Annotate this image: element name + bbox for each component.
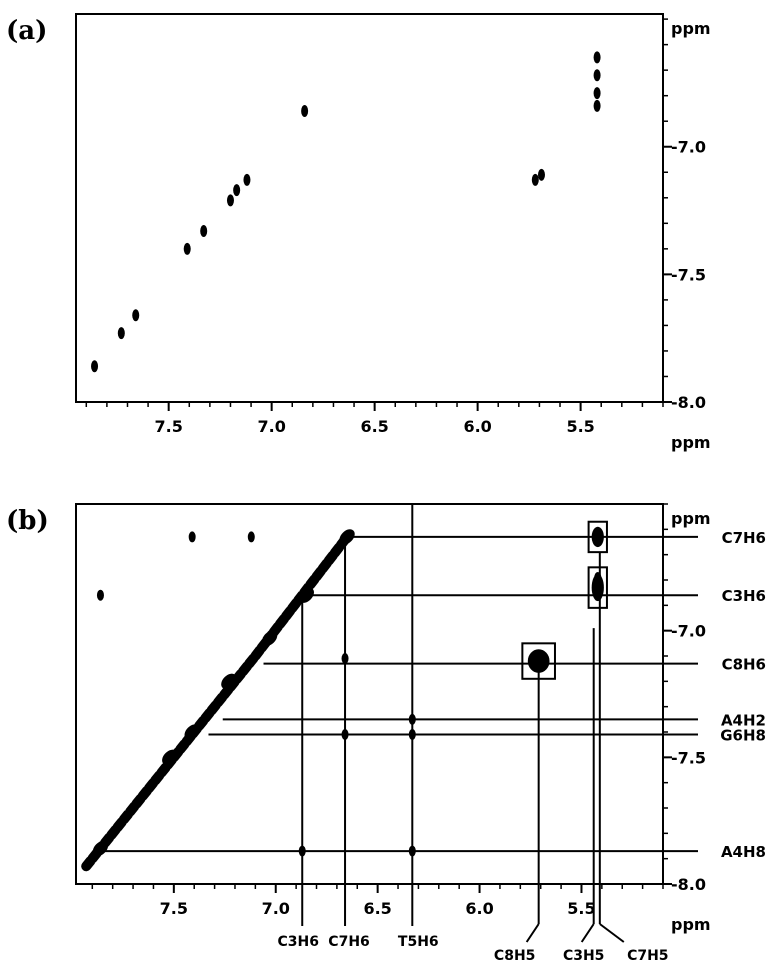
panel-b-cross-peak [298, 845, 306, 857]
panel-a-peak [117, 327, 125, 340]
panel-b-v-line-label: C8H5 [494, 948, 535, 964]
panel-b-x-tick-label: 7.5 [160, 899, 188, 918]
panel-b-x-unit-label: ppm [671, 915, 711, 934]
panel-b-boxed-peak [527, 649, 550, 673]
panel-b-cross-peak [408, 845, 416, 857]
panel-b-cross-peak [408, 729, 416, 741]
panel-a-x-tick-label: 5.5 [566, 417, 594, 436]
panel-b-v-line-label: C3H6 [277, 934, 318, 950]
panel-a-x-tick-label: 7.0 [257, 417, 285, 436]
panel-b-x-tick-label: 5.5 [567, 899, 595, 918]
panel-b-plot-frame [75, 503, 664, 885]
panel-a-peak [132, 309, 140, 322]
panel-b-y-unit-label: ppm [671, 509, 711, 528]
panel-a-peak [301, 105, 309, 117]
panel-b-cross-peak [341, 729, 349, 741]
panel-a-y-tick-label: -7.5 [671, 265, 706, 284]
panel-a-peak [531, 173, 539, 186]
panel-a-x-unit-label: ppm [671, 433, 711, 452]
panel-b-v-line-label: C7H5 [627, 948, 668, 964]
panel-a-peak [200, 224, 208, 237]
panel-b-y-tick-label: -8.0 [671, 875, 706, 894]
panel-b-leader-line [580, 923, 595, 943]
panel-a-peak [593, 69, 601, 82]
panel-b-boxed-peak [591, 574, 604, 602]
panel-b-v-line-label: C3H5 [563, 948, 604, 964]
panel-b-h-line-label: A4H2 [721, 711, 766, 729]
panel-b-cross-peak [247, 531, 255, 543]
panel-a-x-tick-label: 6.0 [463, 417, 491, 436]
panel-b-h-line-label: C8H6 [722, 656, 766, 674]
panel-a-peak [91, 360, 99, 373]
panel-b-diagonal-peak [92, 840, 109, 857]
panel-b-x-tick-label: 7.0 [262, 899, 290, 918]
panel-a-plot-frame [75, 13, 664, 403]
panel-b-y-tick-label: -7.0 [671, 622, 706, 641]
panel-b-v-line-label: T5H6 [398, 934, 439, 950]
panel-b-diagonal-peak [184, 724, 200, 740]
panel-b-cross-peak [341, 653, 349, 665]
panel-a-x-tick-label: 6.5 [360, 417, 388, 436]
panel-b-cross-peak [96, 589, 104, 601]
panel-a-peak [593, 99, 601, 112]
panel-a-peak [593, 87, 601, 100]
panel-b-h-line-label: A4H8 [721, 843, 766, 861]
panel-b-h-line-label: G6H8 [720, 727, 766, 745]
panel-b-diagonal-peak [261, 630, 278, 646]
panel-a-label: (a) [6, 16, 48, 46]
panel-b-diagonal [81, 531, 353, 872]
panel-b-h-line-label: C7H6 [722, 529, 766, 547]
panel-b-h-line-label: C3H6 [722, 587, 766, 605]
panel-b-cross-peak [188, 531, 196, 543]
panel-b-highlight-box [587, 566, 608, 609]
panel-b-highlight-box [521, 642, 556, 680]
panel-b-cross-peak [408, 713, 416, 725]
panel-b-x-tick-label: 6.5 [363, 899, 391, 918]
panel-a-y-tick-label: -8.0 [671, 393, 706, 412]
panel-a-y-tick-label: -7.0 [671, 138, 706, 157]
panel-a-peak [183, 242, 191, 255]
panel-b-diagonal-peak [162, 749, 178, 765]
panel-b-leader-line [599, 923, 625, 943]
panel-b-leader-line [525, 923, 540, 943]
panel-a-x-tick-label: 7.5 [155, 417, 183, 436]
panel-a-peak [226, 194, 234, 207]
panel-a-peak [593, 51, 601, 64]
panel-a-peak [243, 173, 251, 186]
panel-a-y-unit-label: ppm [671, 19, 711, 38]
panel-b-v-line-label: C7H6 [328, 934, 369, 950]
panel-a-peak [537, 168, 545, 181]
panel-b-label: (b) [6, 506, 49, 536]
panel-a-chart: 7.5 7.0 6.5 6.0 5.5 -7.0 -7.5 -8.0 ppm ppm [75, 13, 711, 452]
panel-b-y-tick-label: -7.5 [671, 748, 706, 767]
panel-b-highlight-box [587, 520, 608, 554]
panel-b-x-tick-label: 6.0 [465, 899, 493, 918]
panel-a-peak [233, 184, 241, 197]
panel-b-chart: 7.5 7.0 6.5 6.0 5.5 -7.0 -7.5 -8.0 ppm ppm C7H6 C3H… [75, 503, 766, 964]
panel-b-boxed-peak [591, 526, 604, 548]
panel-b-diagonal-peak [221, 673, 237, 689]
